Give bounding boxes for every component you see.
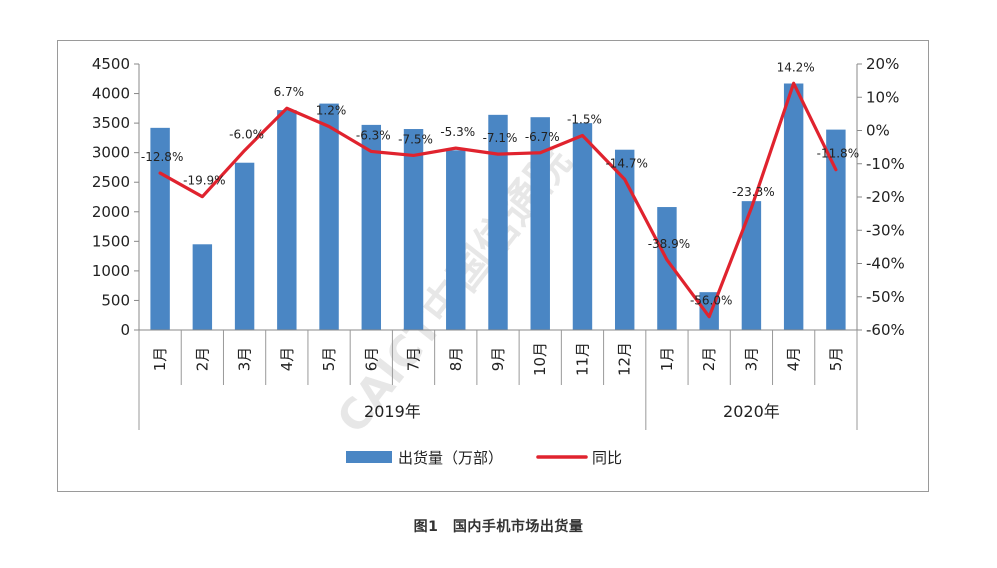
month-label: 10月 xyxy=(531,342,549,376)
right-tick-label: -50% xyxy=(866,288,905,306)
right-tick-label: 20% xyxy=(866,55,899,73)
data-label: -12.8% xyxy=(141,150,183,164)
bar xyxy=(319,103,339,330)
data-labels: -12.8%-19.9% -6.0% 6.7% 1.2% -6.3% -7.5% -5.3%… xyxy=(141,60,859,307)
bar xyxy=(530,117,550,330)
data-label: -56.0% xyxy=(690,294,732,308)
month-label: 9月 xyxy=(489,347,507,372)
left-tick-label: 1500 xyxy=(92,232,130,250)
month-label: 3月 xyxy=(236,347,254,372)
month-label: 5月 xyxy=(827,347,845,372)
right-tick-label: 10% xyxy=(866,88,899,106)
month-label: 2月 xyxy=(700,347,718,372)
month-label: 11月 xyxy=(573,342,591,376)
right-tick-label: -60% xyxy=(866,321,905,339)
left-tick-label: 3500 xyxy=(92,114,130,132)
data-label: -23.3% xyxy=(732,185,774,199)
month-label: 6月 xyxy=(362,347,380,372)
bar xyxy=(446,150,466,330)
right-tick-label: 0% xyxy=(866,122,890,140)
bar xyxy=(614,149,635,330)
month-label: 1月 xyxy=(151,347,169,372)
bar xyxy=(488,114,508,330)
data-label: -6.0% xyxy=(229,127,264,141)
legend: 出货量（万部） 同比 xyxy=(346,449,622,467)
bar xyxy=(741,201,762,330)
legend-line-label: 同比 xyxy=(592,449,622,467)
bar xyxy=(826,129,846,330)
right-tick-label: -10% xyxy=(866,155,905,173)
month-label: 4月 xyxy=(278,347,296,372)
left-tick-label: 1000 xyxy=(92,262,130,280)
data-label: -14.7% xyxy=(605,156,647,170)
data-label: -1.5% xyxy=(567,112,602,126)
bar xyxy=(361,124,382,330)
bar xyxy=(572,123,593,330)
data-label: -5.3% xyxy=(440,125,475,139)
chart-frame: CAICT中国信通院 0 500 1000 1500 2000 2500 3000 3500 4… xyxy=(57,40,929,492)
legend-bar-swatch xyxy=(346,451,392,463)
data-label: -11.8% xyxy=(817,147,859,161)
left-tick-label: 4500 xyxy=(92,55,130,73)
data-label: -7.5% xyxy=(398,132,433,146)
bar xyxy=(277,110,297,331)
left-tick-label: 2500 xyxy=(92,173,130,191)
month-label: 12月 xyxy=(616,342,634,376)
left-tick-label: 3000 xyxy=(92,144,130,162)
bar xyxy=(657,207,677,330)
month-label: 5月 xyxy=(320,347,338,372)
bar xyxy=(234,162,255,330)
bar xyxy=(783,83,804,330)
bar-series xyxy=(150,83,846,331)
axes: 0 500 1000 1500 2000 2500 3000 3500 4000 4500 -60%… xyxy=(92,55,905,430)
data-label: 1.2% xyxy=(316,104,347,118)
month-label: 7月 xyxy=(405,347,423,372)
bar xyxy=(403,129,424,330)
year-label: 2019年 xyxy=(364,402,421,421)
data-label: -38.9% xyxy=(648,237,690,251)
right-tick-label: -30% xyxy=(866,221,905,239)
data-label: -6.3% xyxy=(356,128,391,142)
data-label: 6.7% xyxy=(274,85,305,99)
right-tick-label: -20% xyxy=(866,188,905,206)
shipment-chart: CAICT中国信通院 05001000150020002500300035004… xyxy=(92,55,905,467)
bar xyxy=(192,244,213,330)
data-label: -7.1% xyxy=(483,131,518,145)
figure-caption: 图1 国内手机市场出货量 xyxy=(413,519,584,535)
left-tick-label: 2000 xyxy=(92,203,130,221)
data-label: 14.2% xyxy=(777,60,815,74)
bar xyxy=(150,127,170,330)
data-label: -6.7% xyxy=(525,130,560,144)
left-tick-label: 4000 xyxy=(92,85,130,103)
month-label: 2月 xyxy=(193,347,211,372)
month-label: 4月 xyxy=(785,347,803,372)
yoy-line xyxy=(158,81,838,319)
month-label: 8月 xyxy=(447,347,465,372)
month-label: 1月 xyxy=(658,347,676,372)
data-label: -19.9% xyxy=(183,174,225,188)
left-tick-label: 500 xyxy=(101,291,130,309)
line-series xyxy=(158,81,838,319)
legend-bar-label: 出货量（万部） xyxy=(398,449,503,467)
year-label: 2020年 xyxy=(723,402,780,421)
right-tick-label: -40% xyxy=(866,255,905,273)
month-label: 3月 xyxy=(742,347,760,372)
left-tick-label: 0 xyxy=(120,321,130,339)
